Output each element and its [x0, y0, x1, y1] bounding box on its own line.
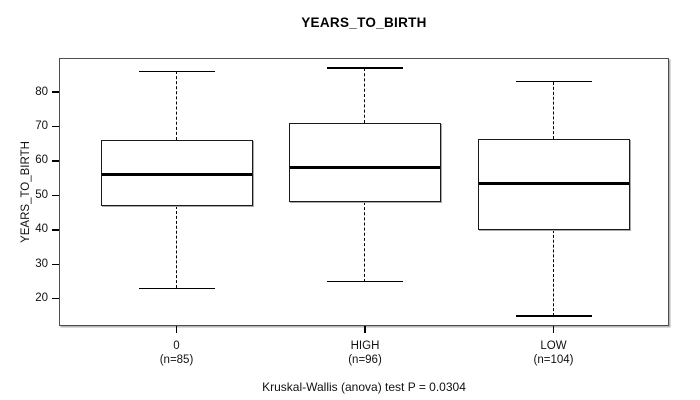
group-label: LOW — [540, 340, 567, 352]
group-count: (n=104) — [533, 354, 574, 366]
y-tick-label: 30 — [35, 257, 48, 270]
lower-whisker-cap — [327, 280, 403, 283]
y-tick-label: 50 — [35, 188, 48, 201]
group-count: (n=85) — [159, 354, 194, 366]
y-tick-mark — [52, 160, 59, 162]
median-line — [290, 166, 440, 170]
y-tick-label: 70 — [35, 120, 48, 133]
upper-whisker-cap — [327, 67, 403, 69]
group-label: HIGH — [350, 340, 380, 352]
x-tick-mark — [175, 326, 178, 333]
x-tick-mark — [552, 326, 555, 333]
upper-whisker-stem — [175, 71, 177, 141]
upper-whisker-cap — [138, 70, 215, 73]
y-tick-label: 20 — [35, 292, 48, 305]
y-tick-mark — [52, 125, 59, 128]
y-tick-label: 80 — [35, 85, 48, 98]
stat-test-caption: Kruskal-Wallis (anova) test P = 0.0304 — [262, 380, 466, 394]
median-line — [101, 173, 252, 177]
lower-whisker-stem — [552, 229, 554, 316]
lower-whisker-stem — [364, 202, 366, 282]
lower-whisker-cap — [138, 287, 215, 290]
y-tick-mark — [52, 91, 59, 93]
chart-title: YEARS_TO_BIRTH — [301, 15, 427, 30]
y-tick-label: 40 — [35, 223, 48, 236]
median-line — [478, 181, 629, 185]
iqr-box — [100, 140, 253, 206]
y-tick-mark — [52, 229, 59, 231]
y-tick-mark — [52, 263, 59, 265]
x-tick-mark — [364, 326, 366, 333]
lower-whisker-cap — [515, 315, 592, 317]
y-tick-mark — [52, 298, 59, 300]
upper-whisker-stem — [364, 67, 366, 124]
group-label: 0 — [173, 340, 180, 352]
y-tick-mark — [52, 194, 59, 197]
y-tick-label: 60 — [35, 154, 48, 167]
upper-whisker-cap — [515, 81, 592, 83]
group-count: (n=96) — [348, 354, 382, 366]
lower-whisker-stem — [175, 205, 177, 289]
upper-whisker-stem — [552, 81, 554, 139]
iqr-box — [289, 123, 441, 203]
